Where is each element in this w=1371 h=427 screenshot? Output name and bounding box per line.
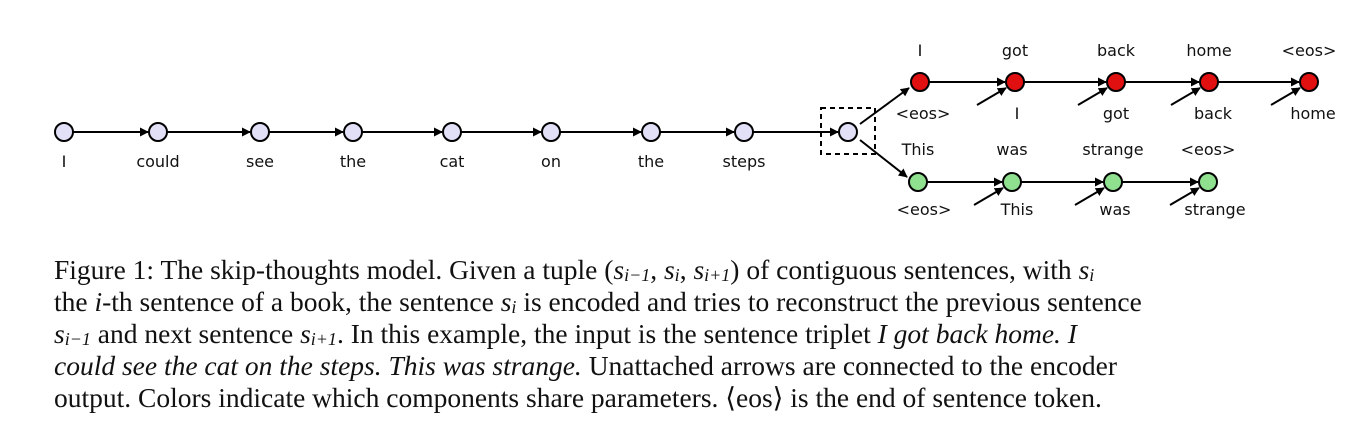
prev-encoder-input-arrow xyxy=(1170,87,1201,106)
prev-encoder-input-arrow xyxy=(1270,87,1301,106)
encoder-word-label: cat xyxy=(440,152,465,171)
caption-text: and next sentence xyxy=(90,318,301,349)
next-decoder-node xyxy=(1002,172,1022,192)
encoder-node xyxy=(343,122,363,142)
prev-output-word-label: home xyxy=(1186,41,1231,60)
next-encoder-input-arrow xyxy=(1169,187,1200,206)
math-subscript: i+1 xyxy=(310,329,337,349)
caption-line-3: si−1 and next sentence si+1. In this exa… xyxy=(54,318,1354,350)
math-subscript: i xyxy=(511,297,517,317)
diagram-edges xyxy=(73,77,1301,206)
next-input-word-label: was xyxy=(1099,200,1130,219)
math-subscript: i−1 xyxy=(64,329,91,349)
encoder-word-label: I xyxy=(62,152,67,171)
caption-text: Figure 1: The skip-thoughts model. Given… xyxy=(54,254,614,285)
caption-line-5: output. Colors indicate which components… xyxy=(54,382,1354,414)
caption-text: output. Colors indicate which components… xyxy=(54,382,1102,413)
next-output-word-label: This xyxy=(901,140,935,159)
math-s: s xyxy=(613,254,625,285)
caption-line-1: Figure 1: The skip-thoughts model. Given… xyxy=(54,254,1354,286)
caption-text: is encoded and tries to reconstruct the … xyxy=(516,286,1142,317)
next-decoder-node xyxy=(908,172,928,192)
prev-input-word-label: <eos> xyxy=(896,104,951,123)
math-subscript: i xyxy=(674,265,680,285)
prev-input-word-label: got xyxy=(1103,104,1129,123)
prev-input-word-label: home xyxy=(1290,104,1335,123)
caption-text: . In this example, the input is the sent… xyxy=(336,318,878,349)
encoder-word-label: see xyxy=(246,152,274,171)
prev-decoder-start-arrow xyxy=(859,87,910,125)
encoder-node xyxy=(734,122,754,142)
prev-output-word-label: I xyxy=(918,41,923,60)
prev-input-word-label: back xyxy=(1194,104,1233,123)
math-s: s xyxy=(1078,254,1090,285)
prev-decoder-node xyxy=(1005,72,1025,92)
next-decoder-start-arrow xyxy=(859,139,908,178)
prev-output-word-label: <eos> xyxy=(1282,41,1337,60)
caption-text: , xyxy=(650,254,664,285)
math-subscript: i xyxy=(1089,265,1095,285)
caption-text: ) of contiguous sentences, with xyxy=(730,254,1079,285)
math-s: s xyxy=(300,318,311,349)
encoder-node xyxy=(541,122,561,142)
prev-encoder-input-arrow xyxy=(976,87,1007,106)
encoder-node xyxy=(148,122,168,142)
encoder-word-label: steps xyxy=(723,152,766,171)
math-subscript: i+1 xyxy=(704,265,731,285)
encoder-word-label: could xyxy=(136,152,179,171)
next-decoder-node xyxy=(1103,172,1123,192)
caption-line-4: could see the cat on the steps. This was… xyxy=(54,350,1354,382)
encoder-output-highlight-box xyxy=(820,107,876,155)
math-s: s xyxy=(663,254,675,285)
encoder-word-label: the xyxy=(638,152,664,171)
prev-decoder-node xyxy=(1299,72,1319,92)
math-subscript: i−1 xyxy=(624,265,651,285)
figure-caption: Figure 1: The skip-thoughts model. Given… xyxy=(54,254,1354,414)
next-output-word-label: strange xyxy=(1082,140,1143,159)
next-encoder-input-arrow xyxy=(973,187,1004,206)
next-input-word-label: This xyxy=(1000,200,1034,219)
prev-decoder-node xyxy=(1199,72,1219,92)
caption-italic-text: I got back home. I xyxy=(877,318,1077,349)
caption-line-2: the i-th sentence of a book, the sentenc… xyxy=(54,286,1354,318)
encoder-output-node xyxy=(838,122,858,142)
encoder-word-label: on xyxy=(541,152,561,171)
encoder-node xyxy=(250,122,270,142)
encoder-node xyxy=(442,122,462,142)
encoder-node xyxy=(641,122,661,142)
diagram-nodes xyxy=(54,72,1319,192)
prev-input-word-label: I xyxy=(1015,104,1020,123)
next-input-word-label: <eos> xyxy=(897,200,952,219)
next-decoder-node xyxy=(1198,172,1218,192)
caption-text: , xyxy=(679,254,694,285)
prev-output-word-label: got xyxy=(1002,41,1028,60)
caption-text: the xyxy=(54,286,95,317)
caption-italic-text: could see the cat on the steps. This was… xyxy=(54,350,582,381)
next-encoder-input-arrow xyxy=(1074,187,1105,206)
prev-encoder-input-arrow xyxy=(1077,87,1108,106)
math-s: s xyxy=(500,286,512,317)
math-s: s xyxy=(54,318,65,349)
prev-decoder-node xyxy=(1106,72,1126,92)
prev-output-word-label: back xyxy=(1097,41,1136,60)
next-output-word-label: was xyxy=(996,140,1027,159)
next-output-word-label: <eos> xyxy=(1181,140,1236,159)
caption-text: -th sentence of a book, the sentence xyxy=(102,286,501,317)
prev-decoder-node xyxy=(910,72,930,92)
caption-text: Unattached arrows are connected to the e… xyxy=(581,350,1118,381)
encoder-word-label: the xyxy=(340,152,366,171)
next-input-word-label: strange xyxy=(1184,200,1245,219)
encoder-node xyxy=(54,122,74,142)
math-i: i xyxy=(94,286,103,317)
math-s: s xyxy=(693,254,705,285)
